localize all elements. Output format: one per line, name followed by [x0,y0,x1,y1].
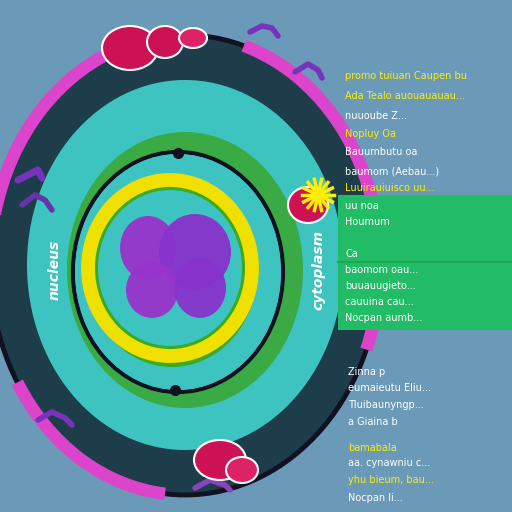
Text: Nocpan aumb...: Nocpan aumb... [345,313,422,323]
Text: nucleus: nucleus [48,240,62,300]
Ellipse shape [179,28,207,48]
Ellipse shape [98,190,242,346]
Ellipse shape [159,214,231,290]
Text: yhu bieum, bau...: yhu bieum, bau... [348,475,434,485]
Ellipse shape [73,152,283,392]
Text: Nocpan li...: Nocpan li... [348,493,403,503]
Ellipse shape [120,216,176,280]
Ellipse shape [27,80,343,450]
Text: Zinna p: Zinna p [348,367,385,377]
Ellipse shape [147,26,183,58]
Text: Tluibaunyngp...: Tluibaunyngp... [348,400,424,410]
Ellipse shape [226,457,258,483]
Text: a Giaina b: a Giaina b [348,417,398,427]
Text: Nopluy Oa: Nopluy Oa [345,129,396,139]
Ellipse shape [75,154,281,390]
Ellipse shape [194,440,246,480]
Ellipse shape [67,132,303,408]
Text: baomom oau...: baomom oau... [345,265,418,275]
Ellipse shape [288,187,328,223]
Text: uu noa: uu noa [345,201,379,211]
Text: eumaieutu Eliu...: eumaieutu Eliu... [348,383,431,393]
Text: buuauugieto...: buuauugieto... [345,281,416,291]
Text: cauuina cau...: cauuina cau... [345,297,414,307]
Text: bamabala: bamabala [348,443,397,453]
Ellipse shape [87,177,257,367]
Text: Luuirauiuisco uu...: Luuirauiuisco uu... [345,183,435,193]
Text: Bauumbutu oa: Bauumbutu oa [345,147,417,157]
Bar [338,195,512,330]
Text: nuuoube Z...: nuuoube Z... [345,111,407,121]
Ellipse shape [102,26,158,70]
Text: Ada Tealo auouauauau...: Ada Tealo auouauauau... [345,91,465,101]
Text: aa. cynawniu c...: aa. cynawniu c... [348,458,430,468]
Text: promo tuiuan Caupen bu: promo tuiuan Caupen bu [345,71,467,81]
Text: Houmum: Houmum [345,217,390,227]
Ellipse shape [0,35,380,495]
Ellipse shape [174,258,226,318]
Text: cytoplasm: cytoplasm [311,230,325,310]
Text: Ca: Ca [345,249,358,259]
Ellipse shape [126,262,178,318]
Text: baumom (Aebau...): baumom (Aebau...) [345,167,439,177]
